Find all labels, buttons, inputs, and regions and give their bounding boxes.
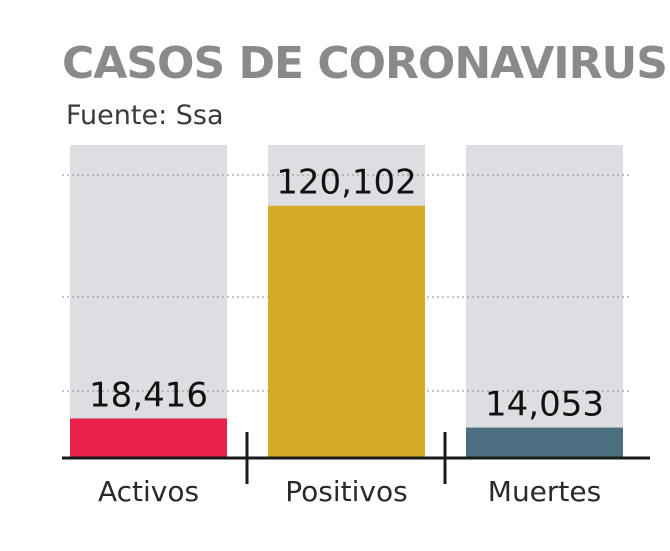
category-label-positivos: Positivos [285, 475, 407, 508]
bars [70, 205, 623, 457]
chart-source: Fuente: Ssa [66, 100, 224, 131]
value-label-activos: 18,416 [89, 375, 208, 415]
bar-background-activos [70, 145, 227, 457]
labels: 18,416 Activos 120,102 Positivos 14,053 Muert… [89, 163, 604, 508]
value-label-positivos: 120,102 [276, 163, 417, 203]
value-label-muertes: 14,053 [485, 385, 604, 425]
category-label-activos: Activos [98, 475, 199, 508]
bar-muertes [466, 427, 623, 457]
category-label-muertes: Muertes [488, 475, 601, 508]
bar-background-muertes [466, 145, 623, 457]
x-axis [62, 432, 650, 484]
bar-positivos [268, 205, 425, 457]
bar-activos [70, 418, 227, 457]
chart-title: CASOS DE CORONAVIRUS [62, 38, 668, 89]
